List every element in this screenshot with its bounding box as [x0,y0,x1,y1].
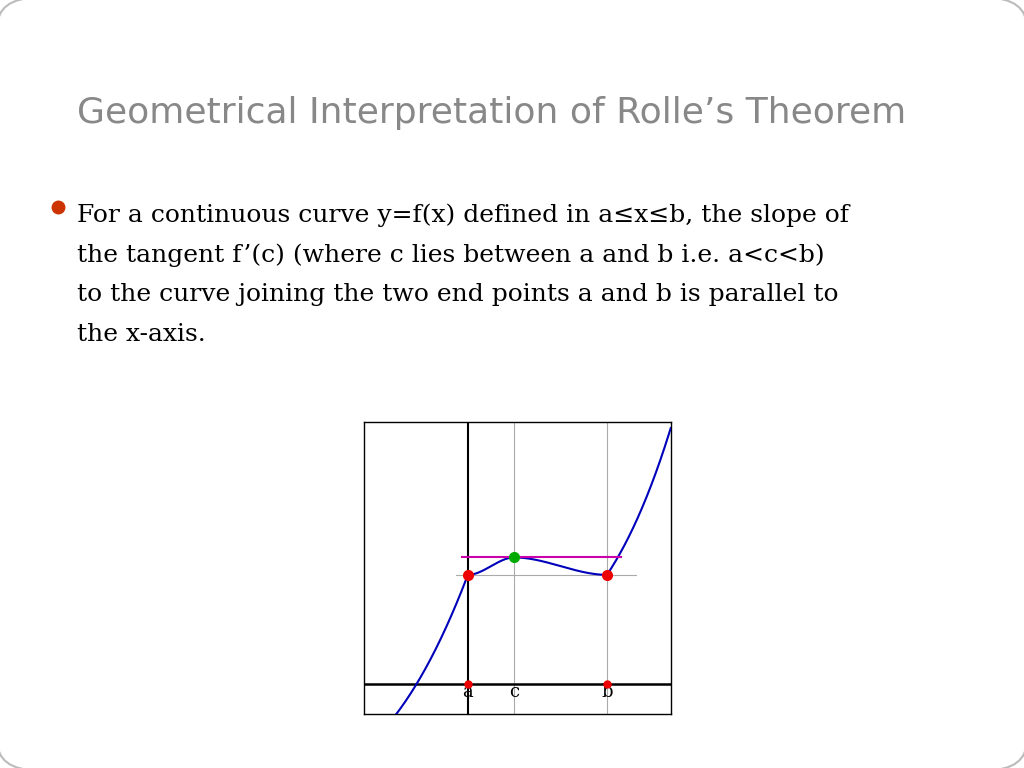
Text: the tangent f’(c) (where c lies between a and b i.e. a<c<b): the tangent f’(c) (where c lies between … [77,243,824,267]
Text: b: b [601,683,612,701]
Text: For a continuous curve y=f(x) defined in a≤x≤b, the slope of: For a continuous curve y=f(x) defined in… [77,204,849,227]
Text: to the curve joining the two end points a and b is parallel to: to the curve joining the two end points … [77,283,839,306]
Text: the x-axis.: the x-axis. [77,323,206,346]
Text: Geometrical Interpretation of Rolle’s Theorem: Geometrical Interpretation of Rolle’s Th… [77,96,906,130]
Text: a: a [463,683,473,701]
Text: c: c [509,683,519,701]
